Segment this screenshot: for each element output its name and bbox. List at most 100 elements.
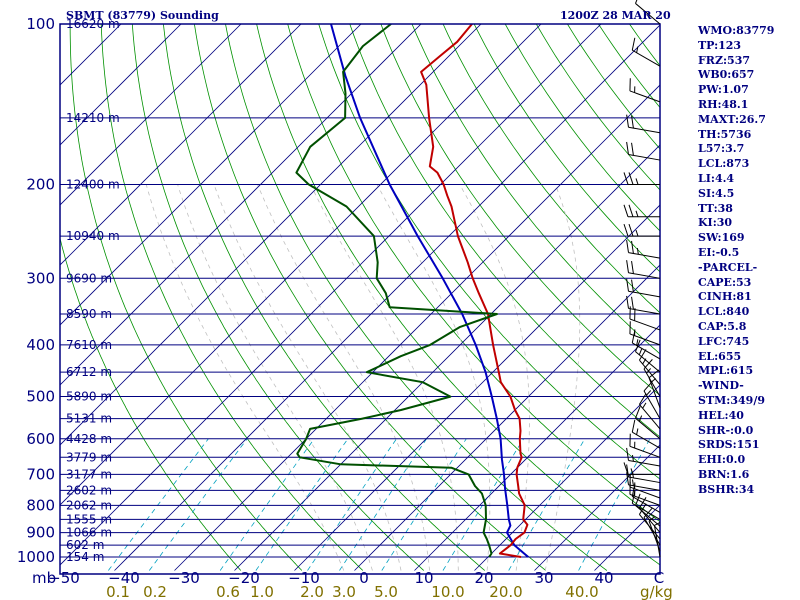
temperature-tick-label: −50	[48, 569, 80, 587]
index-item: TT:38	[698, 201, 733, 215]
parcel-trace	[330, 24, 529, 558]
wind-barb-feather	[626, 114, 629, 128]
wind-barb-staff	[643, 517, 661, 546]
index-item: EI:-0.5	[698, 245, 740, 259]
isotherm	[474, 384, 660, 571]
wind-barb-staff	[629, 318, 661, 331]
temperature-tick-label: −10	[288, 569, 320, 587]
wind-barb-feather	[628, 223, 634, 237]
moist-adiabat	[544, 184, 581, 571]
index-item: WMO:83779	[698, 24, 775, 37]
dry-adiabat	[318, 24, 660, 480]
wind-barb-staff	[632, 496, 661, 513]
mixing-ratio-unit: g/kg	[640, 583, 673, 600]
wind-barb-feather	[631, 279, 634, 293]
temperature-tick-label: 30	[534, 569, 553, 587]
wind-barb-staff	[632, 431, 661, 449]
wind-barb-feather	[626, 278, 629, 292]
index-item: CAPE:53	[698, 275, 752, 289]
wind-barb-staff	[628, 484, 661, 491]
index-item: SW:169	[698, 231, 745, 245]
dry-adiabat	[411, 24, 660, 355]
temperature-unit-label: C	[654, 569, 664, 587]
wind-barb-staff	[632, 49, 661, 67]
temperature-tick-label: 20	[474, 569, 493, 587]
isotherm	[114, 24, 660, 571]
wind-barb-staff	[628, 272, 661, 279]
wind-barb-feather	[635, 0, 638, 4]
mixing-ratio-label: 0.1	[106, 583, 130, 600]
mixing-ratio-line	[339, 438, 427, 571]
wind-barb-feather	[631, 240, 634, 254]
dry-adiabat	[442, 24, 660, 314]
wind-barb-half-feather	[635, 229, 639, 237]
wind-barb-half-feather	[642, 402, 647, 409]
index-item: LCL:840	[698, 305, 750, 319]
index-item: WB0:657	[698, 68, 755, 82]
pressure-tick-label: 600	[26, 430, 55, 448]
plot-border	[59, 23, 661, 575]
wind-barb-staff	[628, 154, 661, 161]
isotherm	[60, 24, 482, 446]
height-label: 8590 m	[66, 307, 112, 321]
wind-barb-feather	[631, 37, 636, 51]
wind-barb-staff	[632, 502, 661, 520]
wind-barb-staff	[628, 252, 661, 259]
pressure-tick-label: 200	[26, 175, 55, 193]
wind-barb-half-feather	[638, 415, 643, 422]
wind-barb-half-feather	[636, 46, 639, 53]
wind-barb-staff	[635, 3, 661, 25]
pressure-tick-label: 1000	[17, 548, 55, 566]
isotherm	[60, 24, 602, 566]
background-grid	[60, 24, 660, 571]
wind-barb-feather	[631, 142, 634, 156]
sounding-profiles	[295, 24, 529, 558]
wind-barb-half-feather	[631, 455, 634, 462]
height-label: 3779 m	[66, 450, 112, 464]
mixing-ratio-label: 10.0	[431, 583, 464, 600]
isotherm	[60, 24, 302, 266]
moist-adiabat	[177, 184, 373, 571]
sounding-datetime: 1200Z 28 MAR 20	[560, 9, 671, 22]
wind-barb-feather	[648, 369, 660, 379]
isotherm	[60, 24, 542, 506]
index-item: TH:5736	[698, 127, 752, 141]
wind-barb-half-feather	[635, 178, 639, 185]
isotherm	[414, 324, 660, 571]
index-item: -PARCEL-	[698, 260, 758, 274]
index-item: EHI:0.0	[698, 453, 746, 467]
wind-barb-feather	[623, 204, 629, 217]
index-item: CAP:5.8	[698, 319, 747, 333]
pressure-tick-label: 800	[26, 496, 55, 514]
wind-barb-staff	[639, 404, 661, 430]
mixing-ratio-line	[381, 438, 467, 571]
wind-barb-staff	[628, 476, 661, 484]
index-item: SRDS:151	[698, 438, 760, 452]
mixing-ratio-line	[108, 438, 209, 571]
wind-barb-half-feather	[636, 428, 639, 435]
wind-barb-feather	[626, 260, 629, 273]
wind-barb-staff	[629, 493, 661, 506]
isotherm	[174, 84, 660, 571]
isotherm	[60, 24, 242, 206]
wind-barb-staff	[639, 514, 661, 540]
wind-barb-staff	[628, 459, 661, 467]
height-label: 4428 m	[66, 432, 112, 446]
height-label: 2602 m	[66, 483, 112, 497]
wind-barb-feather	[628, 172, 634, 185]
index-item: FRZ:537	[698, 53, 751, 67]
wind-barb-half-feather	[638, 348, 643, 355]
pressure-tick-label: 900	[26, 524, 55, 542]
temperature-tick-label: −20	[228, 569, 260, 587]
height-label: 6712 m	[66, 365, 112, 379]
isotherm	[294, 204, 660, 571]
index-item: EL:655	[698, 349, 742, 363]
wind-barb-feather	[623, 172, 629, 185]
mixing-ratio-line	[508, 438, 586, 571]
index-item: SI:4.5	[698, 186, 735, 200]
wind-barb-staff	[629, 333, 661, 346]
mixing-ratio-line	[442, 438, 524, 571]
height-label: 5131 m	[66, 412, 112, 426]
pressure-tick-label: 100	[26, 15, 55, 33]
wind-barb-feather	[623, 462, 629, 475]
